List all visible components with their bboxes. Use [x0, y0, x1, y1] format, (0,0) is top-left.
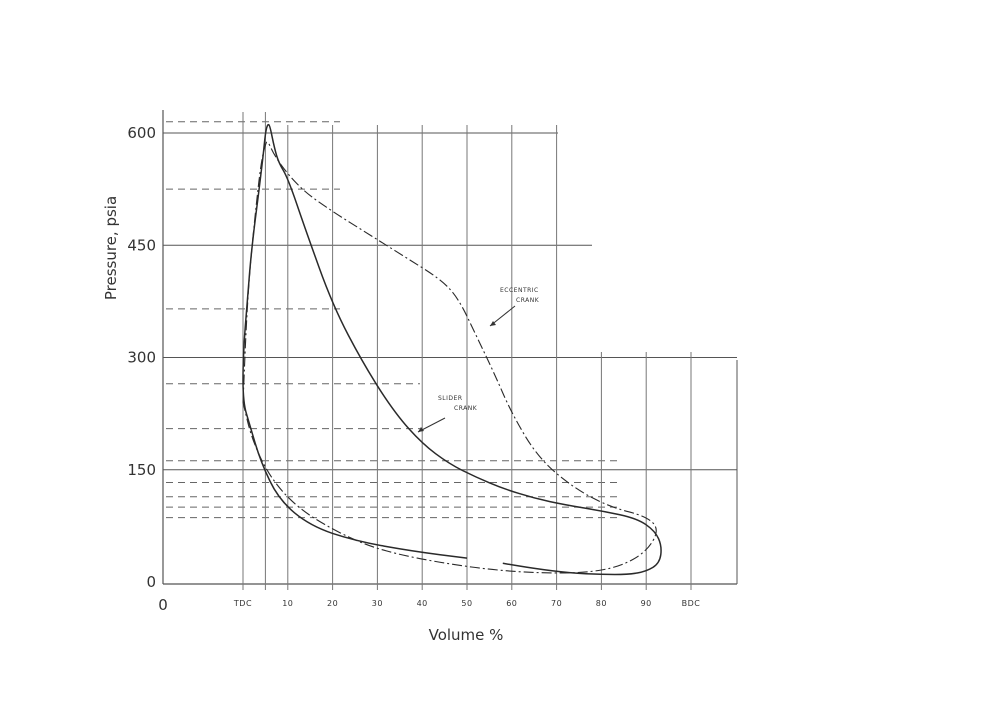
slider-crank-label: SLIDER: [438, 395, 463, 402]
y-tick-label: 150: [127, 461, 156, 479]
origin-label: 0: [158, 596, 168, 614]
x-tick-label: TDC: [233, 599, 252, 608]
x-tick-label: BDC: [682, 599, 701, 608]
x-tick-label: 20: [327, 599, 338, 608]
annotations: ECCENTRIC CRANK SLIDER CRANK: [417, 287, 540, 433]
eccentric-crank-label: ECCENTRIC: [500, 287, 539, 294]
y-tick-label: 0: [146, 573, 156, 591]
x-tick-label: 40: [417, 599, 428, 608]
x-tick-label: 50: [461, 599, 472, 608]
x-tick-label: 90: [641, 599, 652, 608]
x-tick-label: 10: [282, 599, 293, 608]
x-tick-label: 80: [596, 599, 607, 608]
y-tick-label: 300: [127, 349, 156, 367]
eccentric-crank-label-line2: CRANK: [516, 297, 540, 304]
slider-crank-curve: [242, 123, 662, 576]
curves: [242, 123, 662, 576]
eccentric-crank-curve: [242, 141, 657, 574]
x-tick-label: 70: [551, 599, 562, 608]
slider-crank-label-line2: CRANK: [454, 405, 478, 412]
x-tick-label: 60: [506, 599, 517, 608]
tick-labels: 0 150 300 450 600 TDC 10 20 30 40 50 60 70 80 90 BDC: [127, 124, 700, 608]
y-axis-title: Pressure, psia: [102, 196, 120, 300]
leader-arrowhead: [490, 321, 496, 326]
y-tick-label: 600: [127, 124, 156, 142]
y-tick-label: 450: [127, 236, 156, 254]
x-axis-title: Volume %: [429, 626, 504, 644]
leader-arrowhead: [418, 427, 424, 432]
grid: [162, 110, 738, 590]
x-tick-label: 30: [372, 599, 383, 608]
